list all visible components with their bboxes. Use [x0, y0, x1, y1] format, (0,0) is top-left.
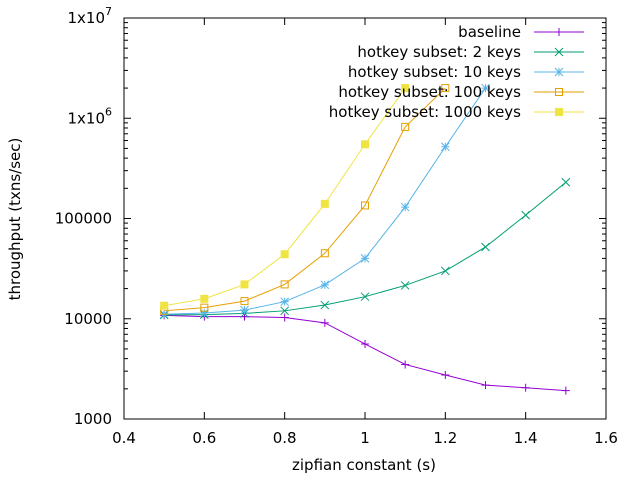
data-point [361, 339, 369, 348]
data-point [360, 292, 370, 302]
data-point [280, 306, 290, 316]
legend-label: hotkey subset: 10 keys [348, 63, 521, 81]
series-1 [160, 311, 570, 395]
data-point [481, 381, 490, 390]
legend-label: baseline [458, 23, 521, 41]
data-point [521, 383, 530, 392]
data-point [400, 281, 410, 290]
data-point [320, 300, 330, 310]
data-point [401, 84, 410, 93]
data-point [440, 266, 450, 276]
series-line [164, 314, 566, 392]
data-point [240, 305, 249, 315]
legend-entry-4: hotkey subset: 100 keys [338, 83, 584, 101]
series-2 [159, 177, 571, 320]
data-point [401, 360, 410, 369]
x-tick-label: 1 [360, 429, 370, 447]
series-5 [160, 84, 410, 310]
data-point [320, 280, 330, 290]
series-line [164, 87, 446, 312]
y-tick-label: 100000 [55, 210, 112, 228]
legend-marker [554, 47, 564, 57]
legend-entry-5: hotkey subset: 1000 keys [329, 103, 584, 121]
legend-marker [554, 67, 564, 77]
data-point [240, 297, 249, 306]
data-point [320, 199, 329, 208]
y-tick-label: 1x106 [67, 105, 112, 127]
data-point [199, 308, 209, 318]
data-point [361, 201, 369, 210]
y-axis-label: throughput (txns/sec) [6, 138, 24, 301]
data-point [441, 84, 450, 93]
data-point [361, 140, 369, 149]
data-point [561, 177, 571, 187]
legend-label: hotkey subset: 1000 keys [329, 103, 521, 121]
x-axis-label: zipfian constant (s) [292, 456, 436, 474]
legend-marker [555, 88, 563, 96]
data-point [200, 294, 209, 303]
data-point [440, 142, 450, 152]
data-point [481, 83, 490, 93]
data-point [320, 318, 329, 327]
data-point [320, 249, 329, 258]
legend-label: hotkey subset: 2 keys [357, 43, 521, 61]
data-point [240, 280, 249, 289]
data-point [441, 370, 450, 379]
legend-entry-1: baseline [458, 23, 584, 41]
x-tick-label: 0.8 [273, 429, 297, 447]
data-point [400, 202, 410, 212]
x-tick-label: 0.6 [192, 429, 216, 447]
legend-label: hotkey subset: 100 keys [338, 83, 521, 101]
data-point [561, 386, 570, 395]
legend-entry-3: hotkey subset: 10 keys [348, 63, 584, 81]
x-tick-label: 0.4 [112, 429, 136, 447]
data-point [481, 242, 490, 252]
y-tick-label: 1000 [74, 410, 112, 428]
x-tick-label: 1.6 [594, 429, 618, 447]
y-tick-label: 10000 [64, 310, 112, 328]
y-tick-label: 1x107 [67, 5, 112, 27]
data-point [401, 122, 410, 131]
data-point [200, 303, 209, 312]
legend-marker [555, 108, 563, 116]
data-point [280, 280, 289, 289]
data-point [360, 254, 370, 263]
data-point [280, 250, 289, 259]
legend-marker [555, 28, 563, 36]
x-tick-label: 1.2 [433, 429, 457, 447]
data-point [280, 297, 290, 307]
data-point [280, 313, 289, 322]
data-point [521, 210, 531, 220]
legend-entry-2: hotkey subset: 2 keys [357, 43, 584, 61]
x-tick-label: 1.4 [514, 429, 538, 447]
data-point [160, 301, 169, 310]
